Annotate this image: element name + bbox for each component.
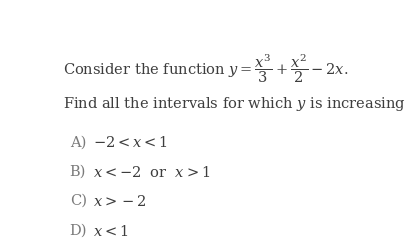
Text: $x < -2$  or  $x > 1$: $x < -2$ or $x > 1$ bbox=[93, 165, 210, 180]
Text: $x < 1$: $x < 1$ bbox=[93, 224, 128, 239]
Text: B): B) bbox=[70, 165, 86, 179]
Text: $x > -2$: $x > -2$ bbox=[93, 194, 147, 209]
Text: C): C) bbox=[70, 194, 86, 208]
Text: Find all the intervals for which $y$ is increasing.: Find all the intervals for which $y$ is … bbox=[63, 95, 405, 113]
Text: Consider the function $y = \dfrac{x^3}{3} + \dfrac{x^2}{2} - 2x.$: Consider the function $y = \dfrac{x^3}{3… bbox=[63, 52, 348, 85]
Text: D): D) bbox=[70, 224, 87, 238]
Text: A): A) bbox=[70, 135, 86, 149]
Text: $-2 < x < 1$: $-2 < x < 1$ bbox=[93, 135, 167, 150]
